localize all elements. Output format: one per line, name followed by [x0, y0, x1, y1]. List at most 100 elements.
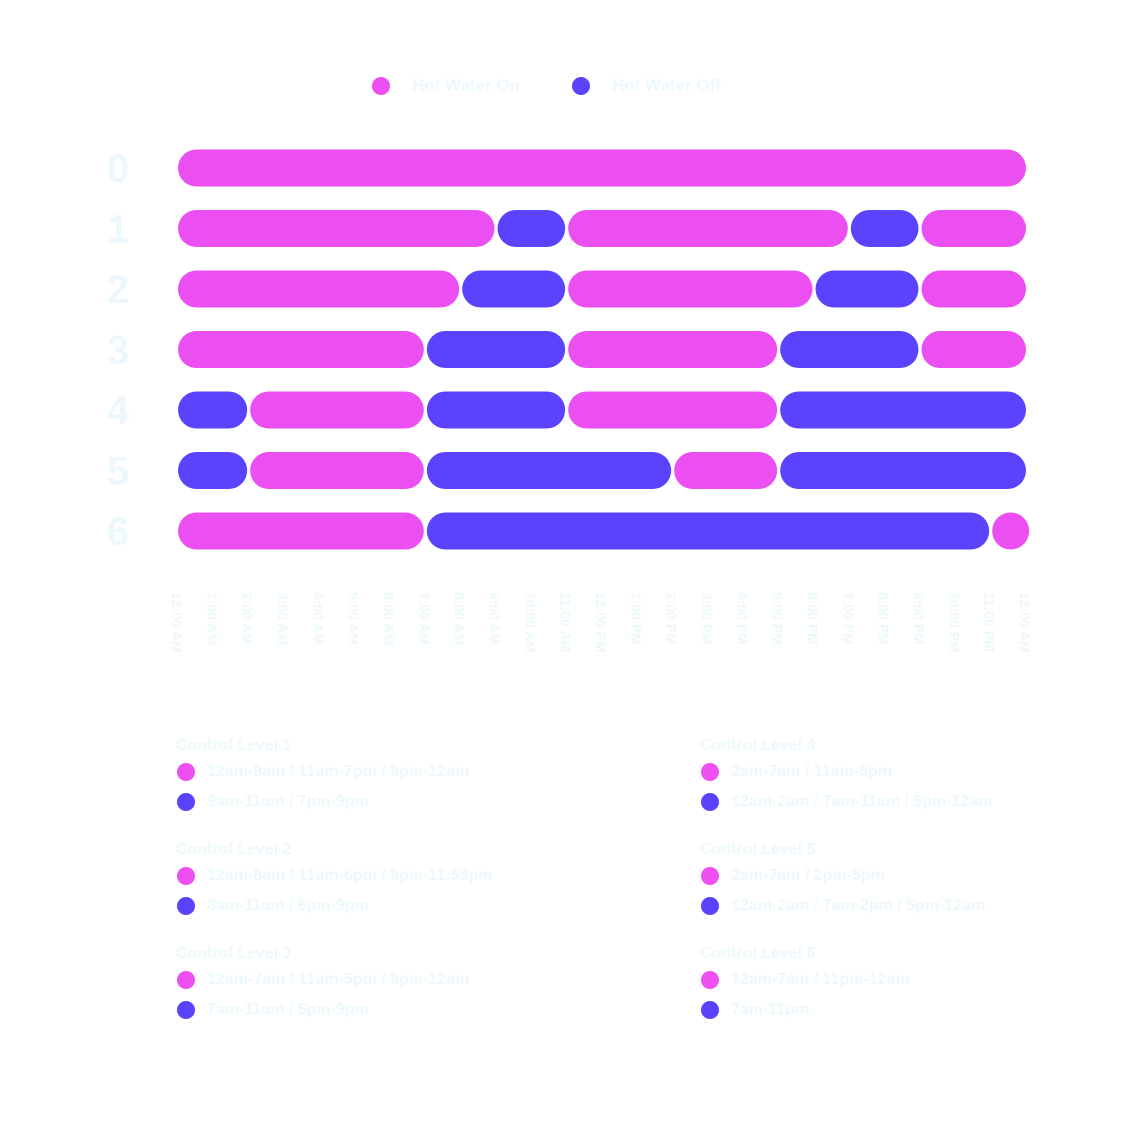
control-level-on-row: 12am-9am / 11am-7pm / 9pm-12am [176, 757, 616, 787]
control-level-off-row: 8am-11am / 6pm-9pm [176, 891, 616, 921]
time-tick-label: 9:00 PM [911, 592, 927, 645]
control-levels-right-column: Control Level 4 2am-7am / 11am-5pm 12am-… [700, 735, 1080, 1047]
timeline-segment-on [250, 391, 424, 429]
level-label: 5 [107, 450, 129, 494]
off-schedule-text: 8am-11am / 6pm-9pm [207, 897, 369, 914]
control-levels-left-column: Control Level 1 12am-9am / 11am-7pm / 9p… [176, 735, 616, 1047]
level-label: 4 [107, 389, 130, 433]
level-label: 2 [107, 268, 129, 312]
control-level-off-row: 12am-2am / 7am-2pm / 5pm-12am [700, 891, 1080, 921]
time-tick-label: 8:00 AM [452, 592, 468, 645]
legend-off-swatch [571, 77, 590, 95]
on-schedule-text: 2am-7am / 11am-5pm [731, 763, 892, 780]
time-tick-label: 5:00 AM [346, 592, 362, 645]
off-schedule-text: 12am-2am / 7am-2pm / 5pm-12am [731, 897, 986, 914]
time-tick-label: 9:00 AM [487, 592, 503, 645]
timeline-segment-off [426, 391, 566, 429]
timeline-segment-on [568, 270, 813, 308]
timeline-segment-on [568, 210, 848, 247]
control-level-on-row: 2am-7am / 11am-5pm [700, 757, 1080, 787]
level-label: 6 [107, 510, 129, 554]
time-tick-label: 8:00 PM [876, 592, 892, 645]
control-level-off-row: 9am-11am / 7pm-9pm [176, 787, 616, 817]
timeline-row-level-4 [178, 391, 1026, 429]
control-level-on-row: 12am-7am / 11am-5pm / 9pm-12am [176, 965, 616, 995]
timeline-row-level-6 [178, 512, 1030, 550]
timeline-segment-on [178, 149, 1026, 187]
on-schedule-text: 2am-7am / 2pm-5pm [731, 867, 885, 884]
timeline-segment-on [178, 210, 495, 247]
control-level-off-row: 7am-11pm [700, 995, 1080, 1025]
control-level-title: Control Level 3 [176, 945, 292, 962]
timeline-segment-off [426, 512, 990, 550]
timeline-segment-on [178, 270, 460, 308]
off-schedule-text: 9am-11am / 7pm-9pm [207, 793, 369, 810]
time-tick-label: 11:00 PM [982, 592, 998, 652]
control-level-1: Control Level 1 12am-9am / 11am-7pm / 9p… [176, 735, 616, 839]
control-level-on-row: 12am-7am / 11pm-12am [700, 965, 1080, 995]
control-level-4: Control Level 4 2am-7am / 11am-5pm 12am-… [700, 735, 1080, 839]
on-schedule-text: 12am-8am / 11am-6pm / 9pm-11:59pm [207, 867, 493, 884]
legend-off-label: Hot Water Off [611, 76, 721, 95]
time-tick-label: 3:00 PM [699, 592, 715, 645]
control-level-on-row: 2am-7am / 2pm-5pm [700, 861, 1080, 891]
legend: Hot Water On Hot Water Off [372, 74, 721, 98]
legend-on-label: Hot Water On [412, 76, 520, 95]
on-schedule-text: 12am-7am / 11am-5pm / 9pm-12am [207, 971, 470, 988]
timeline-segment-on [921, 270, 1026, 308]
off-schedule-text: 7am-11pm [731, 1001, 810, 1018]
timeline-segment-on [178, 331, 424, 368]
on-schedule-text: 12am-7am / 11pm-12am [731, 971, 910, 988]
on-dot-icon [701, 867, 719, 885]
control-level-2: Control Level 2 12am-8am / 11am-6pm / 9p… [176, 839, 616, 943]
control-level-title: Control Level 5 [700, 841, 816, 858]
control-level-3: Control Level 3 12am-7am / 11am-5pm / 9p… [176, 943, 616, 1047]
timeline-segment-off [426, 452, 672, 489]
timeline-segment-on [921, 210, 1026, 247]
level-axis-labels: 0 1 2 3 4 5 6 [107, 147, 130, 554]
time-tick-label: 1:00 AM [204, 592, 220, 645]
off-dot-icon [177, 897, 195, 915]
time-tick-label: 7:00 AM [416, 592, 432, 645]
timeline-row-level-0 [178, 149, 1026, 187]
timeline-segment-off [178, 391, 248, 429]
timeline-segment-off [780, 391, 1026, 429]
control-level-title: Control Level 6 [700, 945, 816, 962]
on-dot-icon [701, 763, 719, 781]
time-axis-labels: 12:00 AM 1:00 AM 2:00 AM 3:00 AM 4:00 AM 5:00… [169, 592, 1033, 653]
timeline-row-level-1 [178, 210, 1026, 247]
time-tick-label: 4:00 AM [310, 592, 326, 645]
control-level-title: Control Level 1 [176, 737, 292, 754]
time-tick-label: 10:00 PM [946, 592, 962, 653]
on-dot-icon [177, 763, 195, 781]
off-dot-icon [177, 1001, 195, 1019]
on-schedule-text: 12am-9am / 11am-7pm / 9pm-12am [207, 763, 470, 780]
time-tick-label: 1:00 PM [628, 592, 644, 645]
level-label: 1 [107, 208, 129, 252]
on-dot-icon [701, 971, 719, 989]
timeline-segment-on [250, 452, 424, 489]
time-tick-label: 2:00 PM [664, 592, 680, 645]
time-tick-label: 5:00 PM [770, 592, 786, 645]
on-dot-icon [177, 867, 195, 885]
time-tick-label: 7:00 PM [840, 592, 856, 645]
timeline-segment-off [780, 331, 919, 368]
timeline-segment-off [462, 270, 566, 308]
timeline-segment-off [178, 452, 248, 489]
off-dot-icon [701, 1001, 719, 1019]
time-tick-label: 3:00 AM [275, 592, 291, 645]
legend-item-on: Hot Water On [372, 76, 520, 96]
timeline-segment-on [921, 331, 1026, 368]
timeline-segment-on [674, 452, 778, 489]
timeline-segment-off [426, 331, 566, 368]
legend-item-off: Hot Water Off [571, 76, 721, 96]
legend-on-swatch [372, 77, 390, 95]
timeline-segment-off [815, 270, 919, 308]
time-tick-label: 12:00 AM [169, 592, 185, 653]
off-dot-icon [177, 793, 195, 811]
timeline-segment-on [178, 512, 424, 550]
time-tick-label: 6:00 AM [381, 592, 397, 645]
timeline-segment-off [497, 210, 566, 247]
timeline-segment-on [568, 391, 778, 429]
timeline-row-level-3 [178, 331, 1026, 368]
